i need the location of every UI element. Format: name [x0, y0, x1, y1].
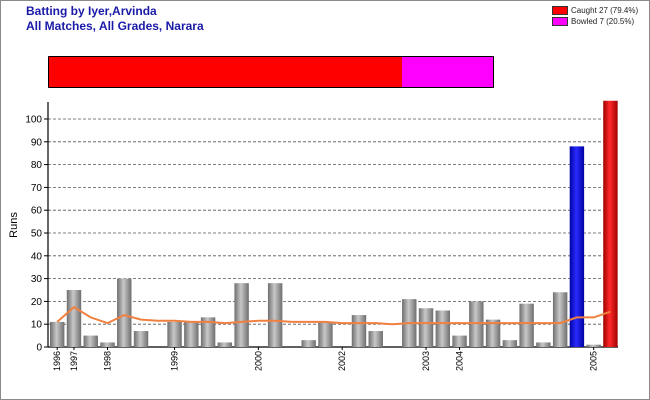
legend-swatch-bowled: [552, 17, 568, 26]
bar: [100, 342, 115, 347]
legend-item-caught: Caught 27 (79.4%): [552, 5, 638, 16]
bar: [368, 331, 383, 347]
y-tick-label: 10: [31, 320, 43, 331]
x-tick-label: 1997: [69, 351, 79, 371]
x-tick-label: 2005: [589, 351, 599, 371]
y-tick-label: 80: [31, 160, 43, 171]
legend-label-caught: Caught 27 (79.4%): [571, 6, 639, 15]
bar: [167, 321, 182, 347]
x-tick-label: 2000: [253, 351, 263, 371]
bar: [519, 303, 534, 347]
bar: [552, 292, 568, 347]
y-tick-label: 100: [25, 115, 42, 126]
dismissal-segment-bowled: [401, 57, 493, 87]
bar: [217, 342, 233, 347]
bar: [267, 283, 283, 347]
bar: [469, 301, 484, 347]
bar: [83, 335, 98, 347]
bar: [301, 340, 316, 347]
bar: [603, 100, 618, 347]
y-tick-label: 60: [31, 206, 43, 217]
bar: [200, 317, 216, 347]
bar: [435, 310, 451, 347]
y-tick-label: 0: [36, 343, 42, 354]
bar: [452, 335, 467, 347]
y-tick-label: 20: [31, 297, 43, 308]
x-tick-label: 1998: [103, 351, 113, 371]
legend-item-bowled: Bowled 7 (20.5%): [552, 16, 638, 27]
bar: [418, 308, 434, 347]
bar: [50, 321, 65, 347]
y-tick-label: 30: [31, 274, 43, 285]
y-tick-label: 40: [31, 251, 43, 262]
dismissal-segment-caught: [49, 57, 402, 87]
bar: [318, 321, 333, 347]
bar: [569, 146, 585, 347]
y-tick-label: 90: [31, 137, 43, 148]
bar: [66, 290, 82, 347]
legend-swatch-caught: [552, 6, 568, 15]
x-tick-label: 1996: [52, 351, 62, 371]
legend: Caught 27 (79.4%) Bowled 7 (20.5%): [552, 5, 638, 27]
y-tick-label: 50: [31, 229, 43, 240]
x-tick-label: 2003: [421, 351, 431, 371]
bar: [133, 331, 149, 347]
chart-subtitle: All Matches, All Grades, Narara: [26, 19, 204, 33]
dismissal-bar: [48, 56, 494, 88]
x-tick-label: 1999: [170, 351, 180, 371]
bar: [351, 315, 367, 347]
bar: [536, 342, 551, 347]
bar: [586, 344, 601, 347]
average-line: [56, 305, 611, 326]
bar: [485, 319, 501, 347]
bar: [502, 340, 518, 347]
x-tick-label: 2002: [337, 351, 347, 371]
y-tick-label: 70: [31, 183, 43, 194]
y-axis-label: Runs: [8, 212, 20, 238]
x-tick-label: 2004: [455, 351, 465, 371]
bar: [117, 278, 132, 347]
chart-title: Batting by Iyer,Arvinda: [26, 4, 157, 18]
legend-label-bowled: Bowled 7 (20.5%): [571, 17, 635, 26]
bar: [234, 283, 249, 347]
bar: [184, 321, 199, 347]
